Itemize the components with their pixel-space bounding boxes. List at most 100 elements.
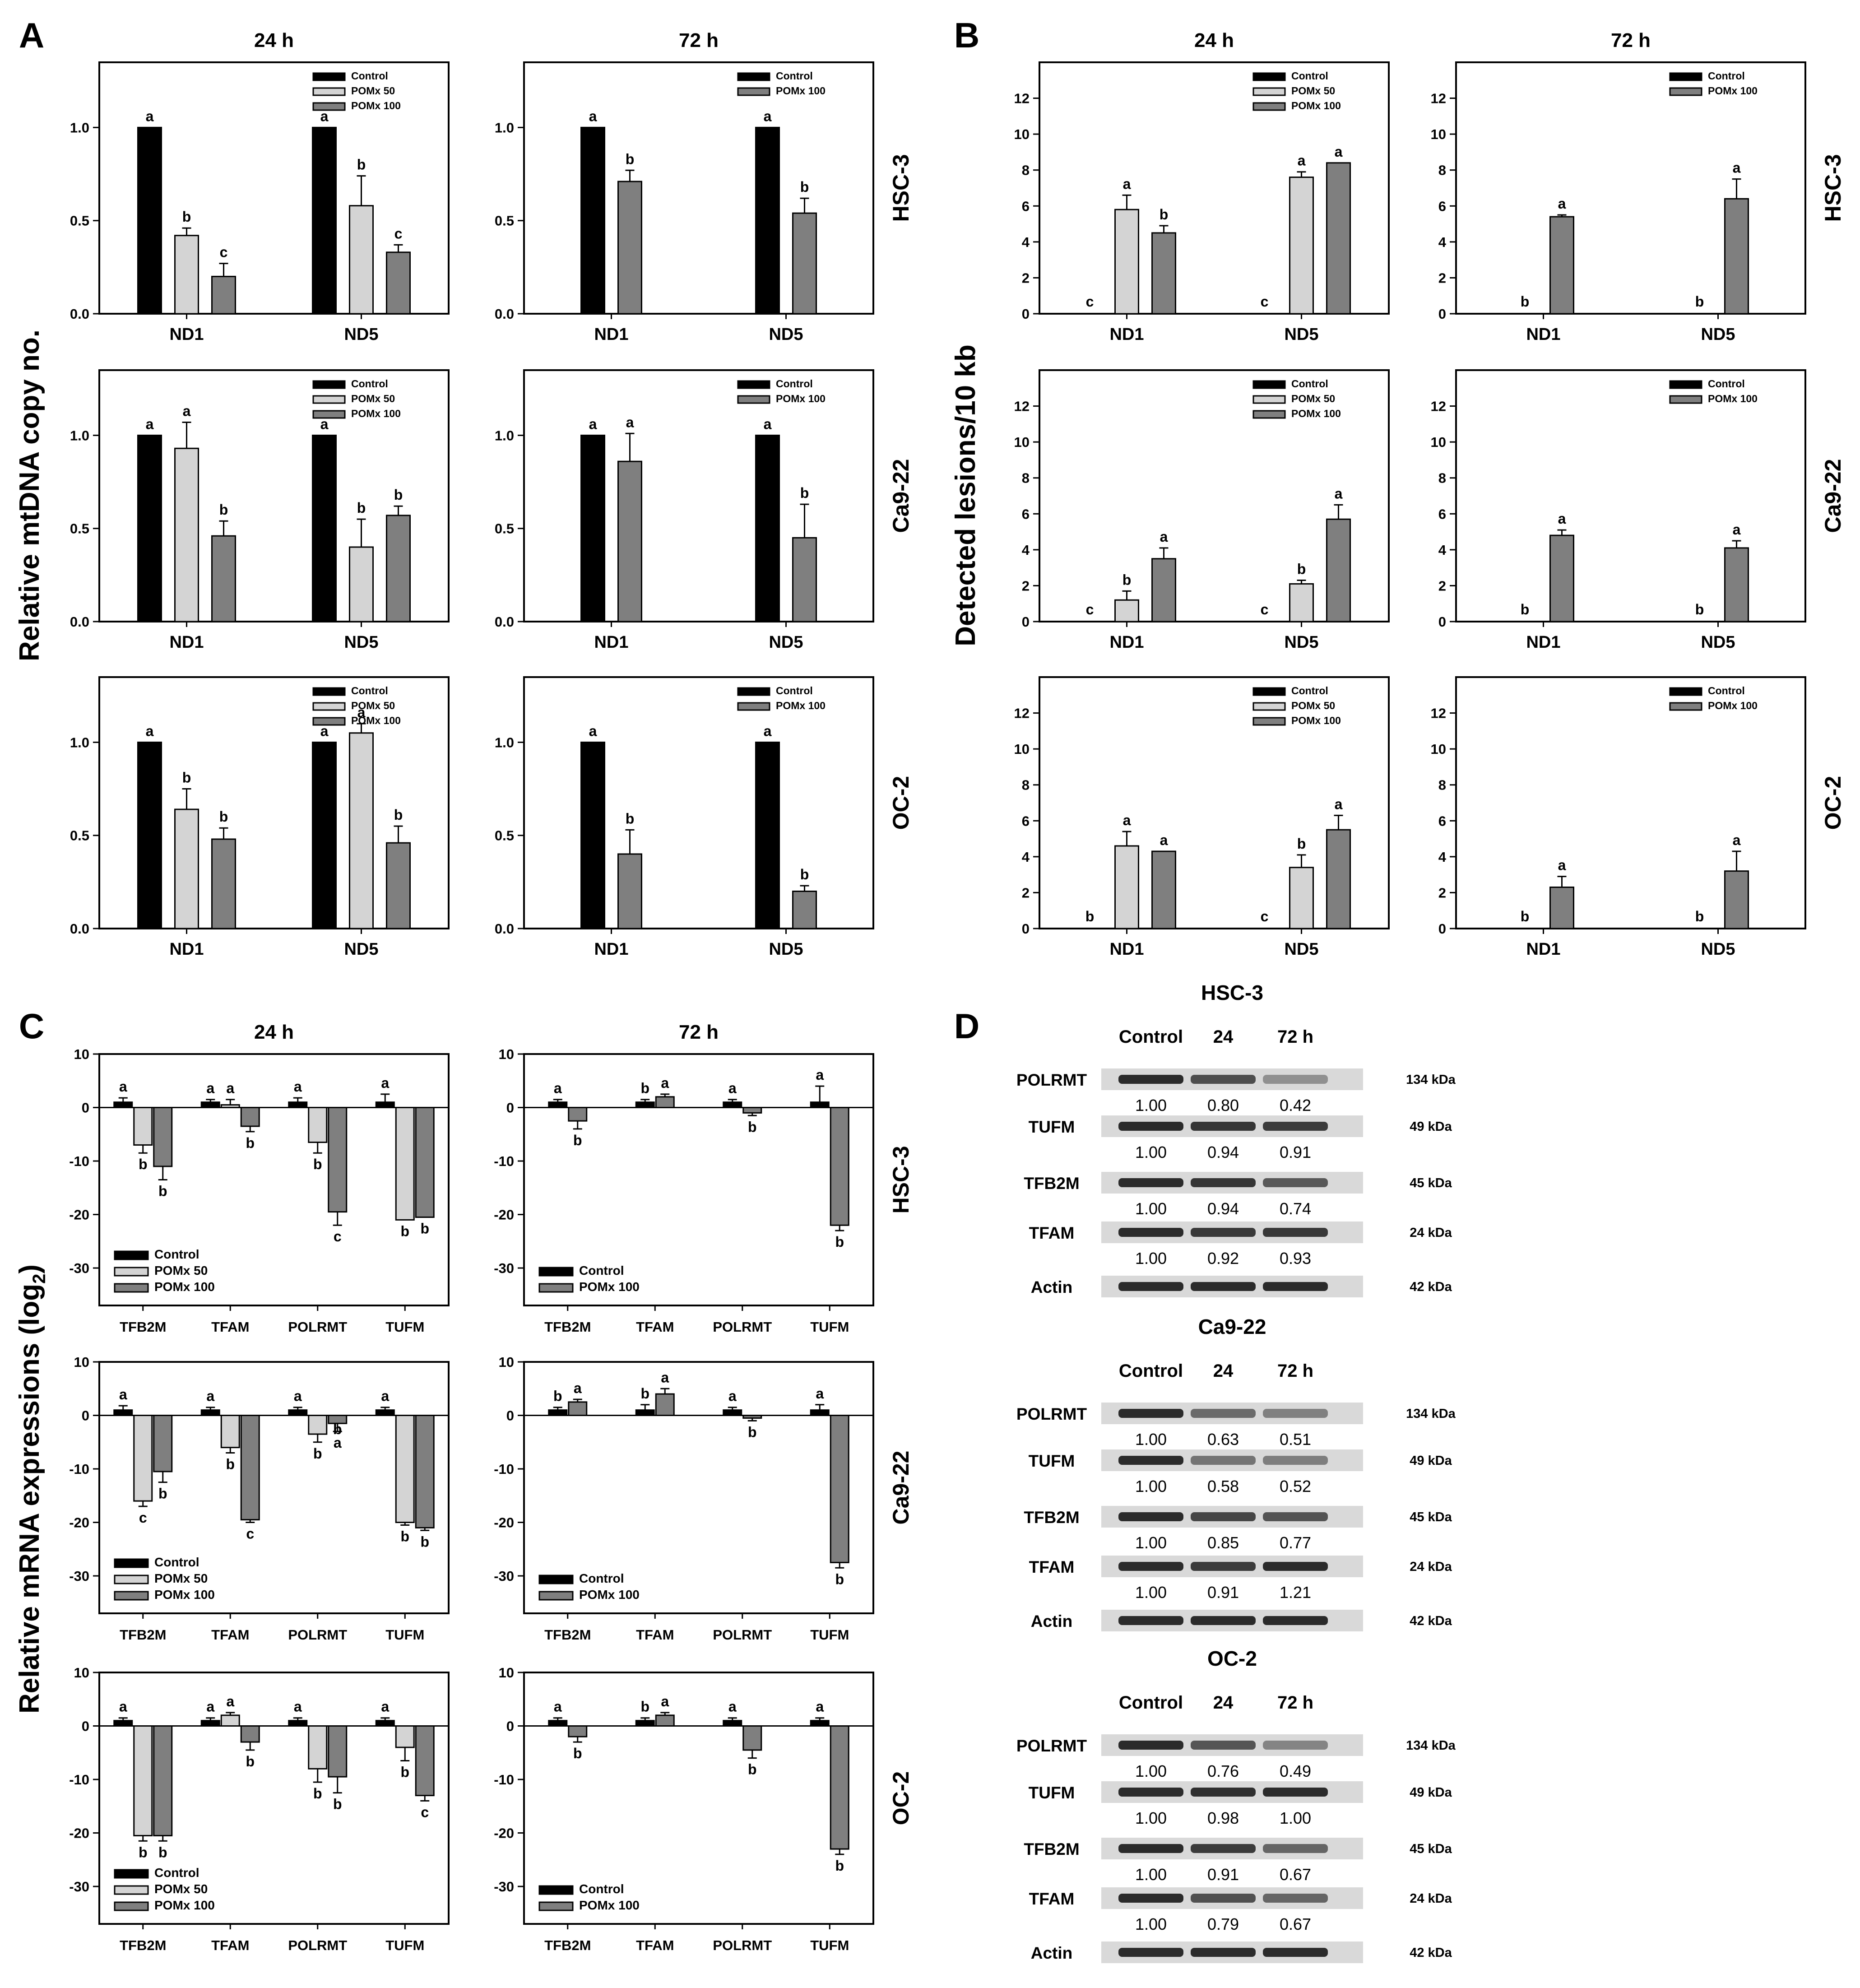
legend-label: POMx 50 xyxy=(1291,700,1335,711)
protein-band xyxy=(1191,1844,1256,1853)
row-label: OC-2 xyxy=(1820,776,1846,830)
blot-column-header: 72 h xyxy=(1277,1693,1313,1713)
bar xyxy=(133,1725,153,1836)
protein-band xyxy=(1118,1788,1183,1797)
significance-letter: c xyxy=(139,1510,147,1526)
protein-band xyxy=(1118,1228,1183,1237)
legend-label: POMx 100 xyxy=(1291,715,1341,726)
bar xyxy=(220,1714,240,1727)
protein-band xyxy=(1118,1075,1183,1084)
legend-label: Control xyxy=(351,70,388,82)
legend-label: POMx 100 xyxy=(1708,393,1758,404)
y-tick-label: 8 xyxy=(1022,163,1030,178)
y-tick-label: 0 xyxy=(82,1719,89,1734)
bar xyxy=(211,275,236,315)
significance-letter: b xyxy=(835,1234,844,1250)
kda-label: 42 kDa xyxy=(1410,1280,1452,1294)
bar xyxy=(1151,232,1176,315)
protein-band xyxy=(1263,1948,1328,1957)
legend-label: POMx 50 xyxy=(154,1882,208,1896)
significance-letter: a xyxy=(764,723,772,739)
y-tick-label: 0 xyxy=(1022,306,1030,322)
bar xyxy=(635,1720,655,1727)
y-tick-label: 0.5 xyxy=(70,828,89,844)
legend: Control POMx 50 POMx 100 xyxy=(114,1866,215,1912)
legend-label: Control xyxy=(154,1866,199,1880)
legend-swatch xyxy=(737,395,770,404)
x-tick-label: TUFM xyxy=(810,1937,849,1953)
legend-label: POMx 100 xyxy=(154,1898,215,1912)
column-title: 24 h xyxy=(1194,29,1234,51)
x-tick-label: ND5 xyxy=(344,633,378,652)
plot-frame xyxy=(523,369,874,622)
x-tick-label: POLRMT xyxy=(288,1937,347,1953)
significance-letter: a xyxy=(320,723,329,739)
significance-letter: a xyxy=(816,1385,824,1402)
y-tick-label: 0.0 xyxy=(70,306,89,322)
row-label: HSC-3 xyxy=(888,1146,914,1213)
legend: Control POMx 50 POMx 100 xyxy=(114,1247,215,1294)
y-tick-label: 1.0 xyxy=(495,120,514,135)
bar xyxy=(415,1415,435,1528)
kda-label: 49 kDa xyxy=(1410,1119,1452,1134)
legend-label: Control xyxy=(154,1555,199,1569)
significance-letter: b xyxy=(357,500,366,516)
bar xyxy=(240,1725,260,1743)
bar xyxy=(312,434,337,622)
western-block-HSC-3: HSC-3 Control 24 72 h POLRMT 134 kDa 1.00 0.80 0… xyxy=(1016,981,1456,1297)
significance-letter: b xyxy=(333,1421,342,1437)
significance-letter: c xyxy=(421,1804,429,1820)
bar xyxy=(1151,850,1176,929)
bar xyxy=(386,842,411,929)
significance-letter: a xyxy=(320,108,329,124)
y-tick-label: 1.0 xyxy=(70,120,89,135)
significance-letter: b xyxy=(800,866,809,883)
bar xyxy=(375,1101,395,1109)
panel-A-1-0: 0.0 0.5 1.0 ND1 ND5 a a a b b b Control POMx 50 POMx … xyxy=(70,369,450,652)
bar xyxy=(395,1415,415,1524)
legend: Control POMx 100 xyxy=(737,70,826,97)
panel-letter: B xyxy=(954,15,979,55)
significance-letter: c xyxy=(334,1228,342,1245)
significance-letter: a xyxy=(381,1075,389,1091)
bar xyxy=(395,1725,415,1748)
bar xyxy=(810,1101,830,1109)
legend-label: Control xyxy=(1291,70,1328,82)
legend: Control POMx 100 xyxy=(1669,685,1758,711)
bar xyxy=(137,741,162,929)
legend: Control POMx 100 xyxy=(1669,378,1758,404)
y-tick-label: -10 xyxy=(69,1461,89,1477)
y-tick-label: 4 xyxy=(1022,849,1030,865)
legend-label: Control xyxy=(1708,378,1745,390)
protein-band xyxy=(1263,1122,1328,1131)
x-tick-label: POLRMT xyxy=(288,1627,347,1643)
significance-letter: a xyxy=(1558,857,1566,873)
bar xyxy=(1724,198,1749,315)
plot-frame xyxy=(98,676,450,929)
protein-band xyxy=(1191,1894,1256,1903)
protein-band xyxy=(1118,1562,1183,1571)
significance-letter: a xyxy=(119,1699,127,1715)
bar xyxy=(288,1101,308,1109)
protein-band xyxy=(1263,1741,1328,1750)
legend: Control POMx 100 xyxy=(737,378,826,404)
protein-band xyxy=(1118,1616,1183,1625)
significance-letter: a xyxy=(728,1388,737,1404)
significance-letter: b xyxy=(182,770,191,786)
significance-letter: a xyxy=(764,108,772,124)
significance-letter: b xyxy=(1297,836,1306,852)
legend: Control POMx 100 xyxy=(538,1263,640,1294)
protein-band xyxy=(1263,1075,1328,1084)
column-title: 72 h xyxy=(679,1021,719,1043)
bar xyxy=(617,460,642,622)
significance-letter: b xyxy=(420,1533,429,1550)
legend-label: Control xyxy=(154,1247,199,1261)
protein-band xyxy=(1191,1948,1256,1957)
band-quantification: 0.67 xyxy=(1280,1915,1311,1933)
band-quantification: 0.77 xyxy=(1280,1533,1311,1552)
significance-letter: a xyxy=(226,1080,234,1096)
panel-B-1-0: 0 2 4 6 8 10 12 ND1 ND5 c c b b a a Control POMx 50 POMx … xyxy=(1014,369,1390,652)
bar xyxy=(375,1409,395,1417)
y-tick-label: -30 xyxy=(494,1568,514,1584)
kda-label: 24 kDa xyxy=(1410,1891,1452,1906)
